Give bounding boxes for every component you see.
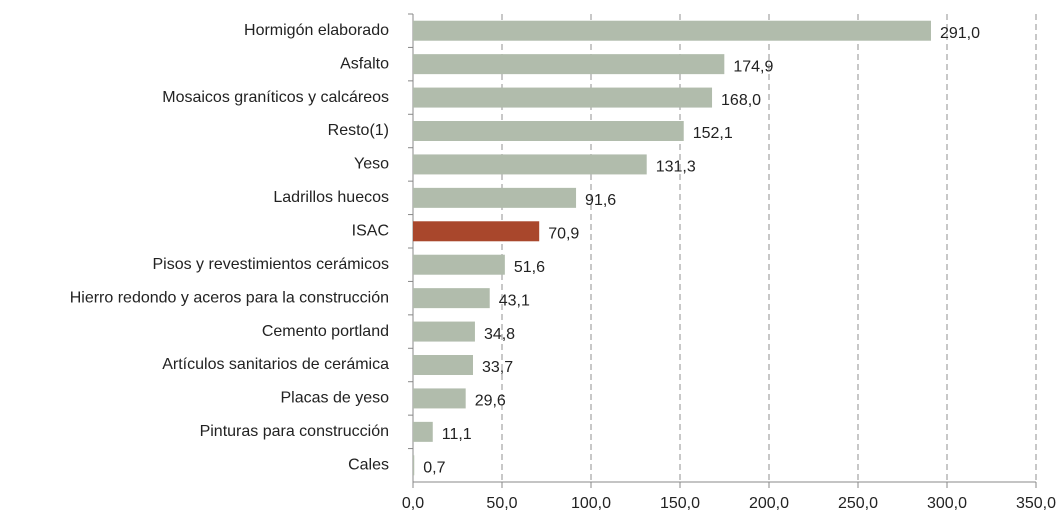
- y-tick-label: Mosaicos graníticos y calcáreos: [162, 89, 389, 106]
- bar: [413, 254, 505, 275]
- y-tick-label: Pisos y revestimientos cerámicos: [152, 256, 389, 273]
- y-tick-label: Artículos sanitarios de cerámica: [162, 356, 389, 373]
- value-label: 131,3: [656, 159, 696, 176]
- x-tick-label: 300,0: [927, 495, 967, 512]
- bar: [413, 20, 931, 41]
- x-tick-label: 250,0: [838, 495, 878, 512]
- y-tick-label: Cales: [348, 457, 389, 474]
- y-tick-label: Hierro redondo y aceros para la construc…: [70, 289, 389, 306]
- value-label: 11,1: [442, 426, 472, 443]
- bar: [413, 154, 647, 175]
- value-label: 33,7: [482, 359, 513, 376]
- bar: [413, 321, 475, 342]
- value-label: 29,6: [475, 393, 506, 410]
- bar: [413, 121, 684, 141]
- value-label: 291,0: [940, 25, 980, 42]
- bar: [413, 355, 473, 375]
- bar: [413, 421, 433, 442]
- y-tick-label: ISAC: [352, 223, 389, 240]
- bar: [413, 187, 577, 208]
- x-tick-label: 350,0: [1016, 495, 1056, 512]
- y-tick-label: Ladrillos huecos: [273, 189, 389, 206]
- value-label: 43,1: [499, 292, 530, 309]
- x-tick-label: 100,0: [571, 495, 611, 512]
- x-tick-label: 150,0: [660, 495, 700, 512]
- bar: [413, 221, 540, 242]
- y-tick-label: Placas de yeso: [280, 390, 389, 407]
- x-tick-label: 0,0: [402, 495, 424, 512]
- y-tick-label: Resto(1): [328, 122, 389, 139]
- value-label: 70,9: [548, 226, 579, 243]
- value-label: 168,0: [721, 92, 761, 109]
- bar: [413, 455, 415, 476]
- x-tick-label: 200,0: [749, 495, 789, 512]
- value-label: 152,1: [693, 125, 733, 142]
- value-label: 0,7: [423, 460, 445, 477]
- y-tick-label: Asfalto: [340, 55, 389, 72]
- value-label: 34,8: [484, 326, 515, 343]
- value-label: 51,6: [514, 259, 545, 276]
- x-tick-label: 50,0: [486, 495, 517, 512]
- bar: [413, 54, 725, 75]
- bar: [413, 388, 466, 409]
- bar: [413, 288, 490, 309]
- y-tick-label: Cemento portland: [262, 323, 389, 340]
- value-label: 174,9: [733, 58, 773, 75]
- y-tick-label: Hormigón elaborado: [244, 22, 389, 39]
- value-label: 91,6: [585, 192, 616, 209]
- bar: [413, 87, 713, 108]
- y-tick-label: Yeso: [354, 156, 389, 173]
- y-tick-label: Pinturas para construcción: [200, 423, 389, 440]
